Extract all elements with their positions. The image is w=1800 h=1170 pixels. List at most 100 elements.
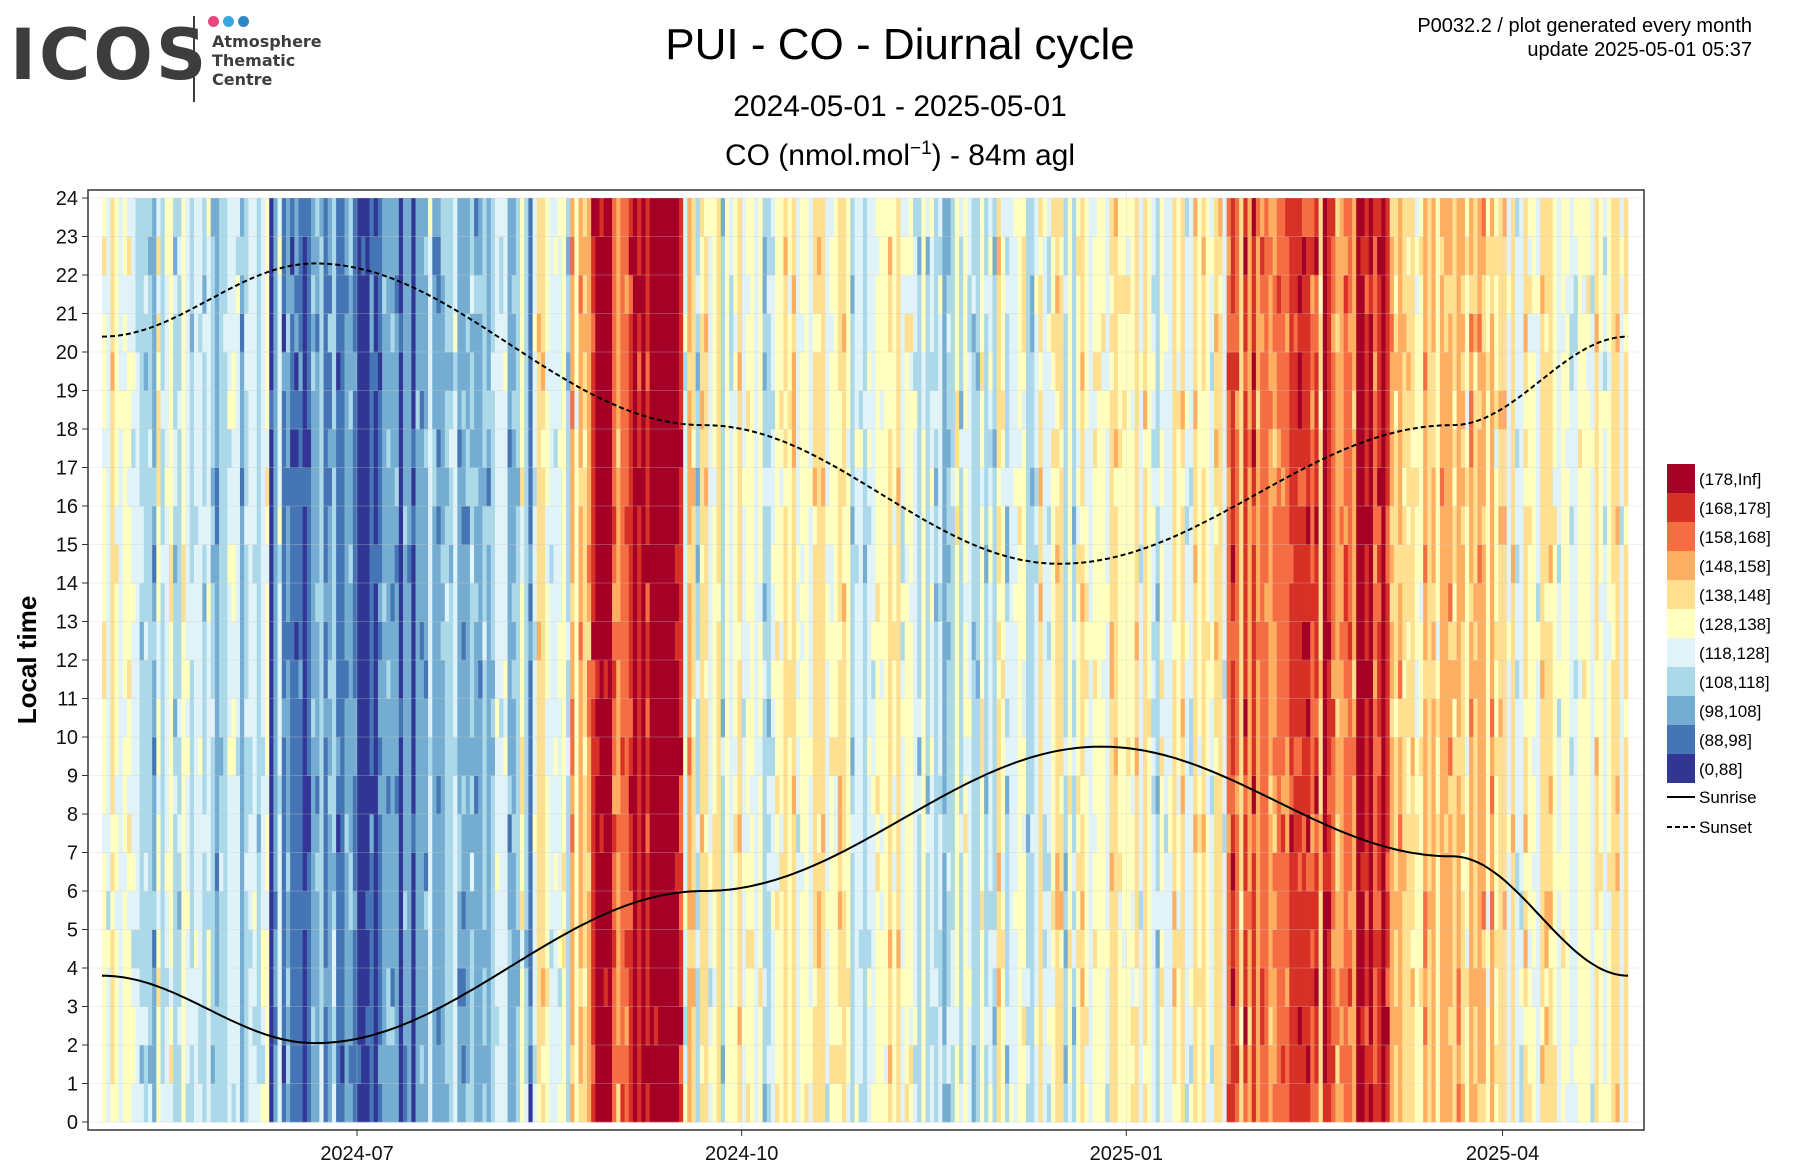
heatmap-cell [729, 929, 734, 969]
heatmap-cell [227, 929, 232, 969]
heatmap-cell [821, 814, 826, 853]
heatmap-cell [883, 429, 889, 468]
heatmap-cell [256, 660, 262, 699]
heatmap-cell [306, 1083, 312, 1123]
heatmap-cell [219, 275, 224, 314]
heatmap-cell [252, 275, 258, 314]
heatmap-cell [260, 583, 266, 622]
heatmap-cell [193, 583, 199, 622]
heatmap-cell [612, 236, 617, 276]
heatmap-cell [214, 737, 220, 776]
heatmap-cell [837, 814, 843, 853]
heatmap-cell [503, 968, 508, 1007]
heatmap-cell [377, 891, 383, 930]
heatmap-cell [850, 814, 855, 853]
heatmap-cell [206, 814, 212, 853]
heatmap-cell [311, 698, 316, 738]
heatmap-cell [758, 891, 763, 930]
heatmap-cell [595, 814, 600, 853]
heatmap-cell [231, 891, 237, 930]
heatmap-cell [160, 352, 166, 391]
heatmap-cell [269, 506, 274, 545]
heatmap-cell [854, 352, 860, 391]
heatmap-cell [963, 583, 968, 622]
heatmap-cell [507, 775, 513, 815]
heatmap-cell [674, 275, 680, 314]
heatmap-cell [469, 506, 475, 545]
heatmap-cell [147, 313, 153, 353]
heatmap-cell [846, 544, 851, 584]
heatmap-cell [403, 621, 408, 661]
heatmap-cell [582, 429, 588, 468]
heatmap-cell [917, 429, 922, 468]
heatmap-cell [495, 852, 500, 892]
heatmap-cell [645, 698, 651, 738]
heatmap-cell [528, 621, 533, 661]
heatmap-cell [829, 1083, 834, 1123]
heatmap-cell [733, 621, 738, 661]
heatmap-cell [741, 429, 747, 468]
heatmap-cell [800, 891, 805, 930]
heatmap-cell [461, 467, 467, 507]
heatmap-cell [344, 506, 350, 545]
heatmap-cell [340, 236, 345, 276]
heatmap-cell [871, 775, 876, 815]
heatmap-cell [495, 583, 500, 622]
heatmap-cell [152, 467, 157, 507]
heatmap-cell [908, 737, 914, 776]
heatmap-cell [110, 236, 115, 276]
heatmap-cell [741, 236, 747, 276]
heatmap-cell [566, 852, 571, 892]
heatmap-cell [825, 1045, 830, 1084]
heatmap-cell [850, 891, 855, 930]
heatmap-cell [921, 852, 926, 892]
heatmap-cell [800, 1006, 805, 1046]
heatmap-cell [248, 929, 253, 969]
heatmap-cell [139, 660, 145, 699]
heatmap-cell [106, 390, 111, 430]
heatmap-cell [607, 236, 613, 276]
heatmap-cell [729, 660, 734, 699]
heatmap-cell [206, 313, 212, 353]
heatmap-cell [808, 698, 814, 738]
heatmap-cell [110, 313, 115, 353]
heatmap-cell [929, 698, 935, 738]
heatmap-cell [578, 1006, 584, 1046]
heatmap-cell [398, 544, 404, 584]
heatmap-cell [712, 814, 717, 853]
heatmap-cell [917, 275, 922, 314]
heatmap-cell [231, 198, 237, 237]
heatmap-cell [110, 390, 115, 430]
heatmap-cell [407, 1045, 412, 1084]
heatmap-cell [628, 352, 634, 391]
heatmap-cell [503, 544, 508, 584]
heatmap-cell [532, 968, 538, 1007]
heatmap-cell [632, 313, 638, 353]
heatmap-cell [908, 698, 914, 738]
heatmap-cell [678, 660, 684, 699]
heatmap-cell [357, 737, 362, 776]
heatmap-cell [227, 775, 232, 815]
heatmap-cell [168, 429, 174, 468]
heatmap-cell [453, 506, 458, 545]
heatmap-cell [787, 814, 793, 853]
heatmap-cell [670, 891, 676, 930]
heatmap-cell [954, 737, 960, 776]
heatmap-cell [858, 621, 864, 661]
heatmap-cell [239, 467, 245, 507]
heatmap-cell [390, 814, 396, 853]
heatmap-cell [520, 506, 525, 545]
heatmap-cell [758, 775, 763, 815]
heatmap-cell [536, 198, 542, 237]
heatmap-cell [294, 429, 299, 468]
heatmap-cell [842, 236, 847, 276]
heatmap-cell [683, 852, 688, 892]
heatmap-cell [428, 814, 433, 853]
heatmap-cell [365, 1045, 370, 1084]
heatmap-cell [478, 775, 483, 815]
heatmap-cell [796, 544, 801, 584]
heatmap-cell [904, 852, 910, 892]
heatmap-cell [591, 698, 596, 738]
heatmap-cell [653, 544, 659, 584]
heatmap-cell [373, 275, 379, 314]
